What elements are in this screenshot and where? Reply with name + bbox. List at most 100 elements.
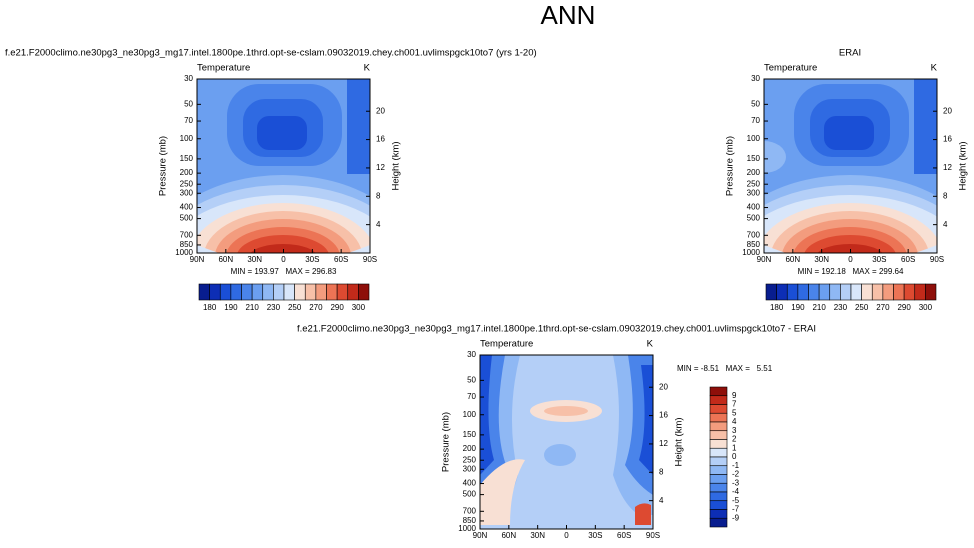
colorbar-box <box>903 283 916 301</box>
colorbar-box <box>797 283 809 301</box>
y-tick-label: 850 <box>180 240 194 249</box>
colorbar-label: 2 <box>732 435 737 444</box>
colorbar-label: 270 <box>876 303 890 312</box>
y2-tick-label: 12 <box>659 439 668 448</box>
colorbar-box <box>709 517 728 528</box>
contour-fill <box>914 79 937 174</box>
y2-tick-label: 12 <box>943 163 952 172</box>
colorbar-box <box>765 283 777 301</box>
x-tick-label: 90S <box>930 255 944 264</box>
y2-tick-label: 8 <box>943 191 948 200</box>
figure-title: ANN <box>541 0 596 30</box>
colorbar-label: 180 <box>770 303 784 312</box>
colorbar-box <box>198 283 210 301</box>
colorbar-box <box>925 283 937 301</box>
colorbar-box <box>709 491 728 502</box>
colorbar-box <box>283 283 295 301</box>
variable-label: Temperature <box>197 63 250 74</box>
y2-tick-label: 20 <box>943 106 952 115</box>
colorbar-box <box>914 283 926 301</box>
colorbar-box <box>709 421 728 432</box>
colorbar-box <box>709 500 728 510</box>
x-tick-label: 60S <box>901 255 915 264</box>
x-tick-label: 0 <box>281 255 286 264</box>
colorbar-label: 210 <box>812 303 826 312</box>
colorbar-box <box>273 283 285 301</box>
colorbar-box <box>776 283 788 301</box>
y-tick-label: 100 <box>180 134 194 143</box>
colorbar-label: 290 <box>897 303 911 312</box>
colorbar-label: 1 <box>732 443 737 452</box>
x-tick-label: 60N <box>501 531 516 540</box>
colorbar-label: 230 <box>834 303 848 312</box>
colorbar-box <box>304 283 317 301</box>
colorbar-label: -4 <box>732 487 740 496</box>
colorbar-label: -9 <box>732 513 740 522</box>
panel-title: f.e21.F2000climo.ne30pg3_ne30pg3_mg17.in… <box>297 324 816 335</box>
y2-tick-label: 20 <box>659 382 668 391</box>
contour-fill <box>544 406 588 416</box>
x-tick-label: 30S <box>588 531 602 540</box>
colorbar-label: 190 <box>224 303 238 312</box>
colorbar-label: 230 <box>267 303 281 312</box>
y-axis-label: Pressure (mb) <box>158 136 169 196</box>
y-tick-label: 400 <box>463 479 477 488</box>
x-tick-label: 60N <box>785 255 800 264</box>
colorbar-box <box>808 283 820 301</box>
colorbar-label: 7 <box>732 400 737 409</box>
y-tick-label: 1000 <box>742 248 760 257</box>
y-tick-label: 50 <box>467 375 476 384</box>
x-tick-label: 90N <box>757 255 772 264</box>
x-tick-label: 30N <box>247 255 262 264</box>
colorbar-box <box>709 482 728 493</box>
x-tick-label: 90S <box>363 255 377 264</box>
stats: MIN = 192.18 MAX = 299.64 <box>798 267 904 276</box>
panel-title: f.e21.F2000climo.ne30pg3_ne30pg3_mg17.in… <box>5 48 537 59</box>
y-tick-label: 700 <box>747 230 761 239</box>
colorbar-box <box>840 283 852 301</box>
y-tick-label: 50 <box>751 99 760 108</box>
y-tick-label: 200 <box>463 444 477 453</box>
x-tick-label: 0 <box>564 531 569 540</box>
x-tick-label: 60N <box>218 255 233 264</box>
y-tick-label: 700 <box>180 230 194 239</box>
colorbar-box <box>893 283 905 301</box>
y-tick-label: 1000 <box>458 524 476 533</box>
y-tick-label: 100 <box>463 410 477 419</box>
x-tick-label: 90N <box>190 255 205 264</box>
contour-fill <box>824 116 874 150</box>
colorbar-label: -2 <box>732 470 740 479</box>
y-tick-label: 250 <box>463 455 477 464</box>
y-tick-label: 400 <box>747 203 761 212</box>
units-label: K <box>647 339 654 350</box>
x-tick-label: 30N <box>530 531 545 540</box>
y-tick-label: 70 <box>467 392 476 401</box>
x-tick-label: 90N <box>473 531 488 540</box>
y2-tick-label: 16 <box>943 135 952 144</box>
colorbar-box <box>850 283 862 301</box>
y-tick-label: 50 <box>184 99 193 108</box>
colorbar-label: -5 <box>732 496 740 505</box>
colorbar-label: 290 <box>330 303 344 312</box>
y-tick-label: 30 <box>751 74 760 83</box>
x-tick-label: 30N <box>814 255 829 264</box>
variable-label: Temperature <box>480 339 533 350</box>
contour-fill <box>197 245 370 253</box>
colorbar-box <box>871 283 884 301</box>
y-tick-label: 400 <box>180 203 194 212</box>
y-axis-label: Pressure (mb) <box>725 136 736 196</box>
colorbar-box <box>882 283 894 301</box>
colorbar-box <box>326 283 338 301</box>
x-tick-label: 90S <box>646 531 660 540</box>
y-tick-label: 500 <box>180 214 194 223</box>
colorbar-label: 300 <box>352 303 366 312</box>
colorbar-box <box>209 283 221 301</box>
units-label: K <box>931 63 938 74</box>
contour-fill <box>764 245 937 253</box>
x-tick-label: 30S <box>305 255 319 264</box>
colorbar-label: 9 <box>732 391 737 400</box>
y-tick-label: 700 <box>463 506 477 515</box>
colorbar-box <box>262 283 274 301</box>
colorbar-box <box>709 395 728 405</box>
